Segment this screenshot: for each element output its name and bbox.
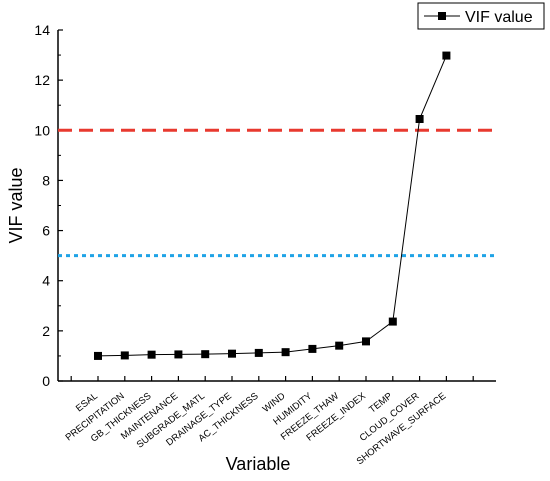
data-point-marker [442,51,451,60]
series-line [97,55,447,357]
data-point-marker [254,348,263,357]
series-markers [94,51,451,360]
y-tick-label: 10 [34,122,50,138]
legend: VIF value [417,2,545,30]
y-tick-label: 8 [42,172,50,188]
series-lines [97,55,447,357]
data-point-marker [362,337,370,346]
y-tick-label: 12 [34,72,50,88]
y-tick-label: 4 [42,273,50,289]
legend-marker-square [438,12,446,20]
data-point-marker [281,348,290,357]
y-ticks: 0 2 4 6 8 10 12 14 [34,22,63,389]
legend-label: VIF value [465,9,533,26]
data-point-marker [415,115,424,124]
data-point-marker [335,341,344,350]
data-point-marker [174,350,183,359]
y-tick-label: 2 [42,323,50,339]
y-tick-label: 0 [42,373,50,389]
data-point-marker [228,349,236,358]
data-point-marker [308,344,317,353]
data-point-marker [201,350,210,359]
data-point-marker [388,317,397,326]
x-axis-title: Variable [226,454,291,474]
data-point-marker [120,351,129,360]
y-axis-title: VIF value [6,167,26,243]
data-point-marker [94,351,102,360]
reference-lines [58,128,496,258]
y-tick-label: 6 [42,223,50,239]
y-tick-label: 14 [34,22,50,38]
data-point-marker [147,350,156,359]
